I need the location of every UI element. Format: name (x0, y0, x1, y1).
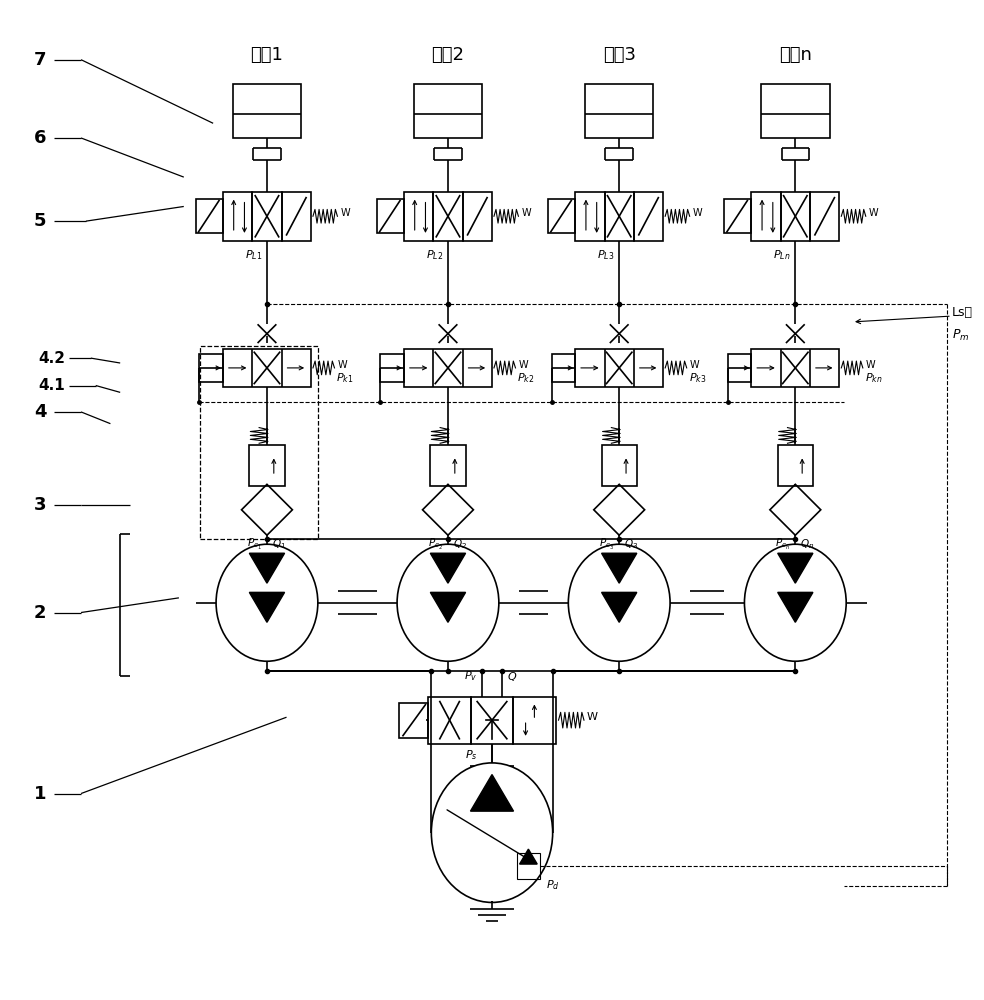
Text: $P_{kn}$: $P_{kn}$ (865, 371, 883, 385)
Bar (223, 192, 252, 241)
Polygon shape (430, 553, 465, 583)
Polygon shape (601, 553, 637, 583)
Bar (584, 84, 653, 138)
Text: W: W (693, 208, 703, 218)
Polygon shape (777, 553, 813, 583)
Text: Ls口: Ls口 (952, 306, 973, 319)
Bar (724, 199, 752, 233)
Text: 7: 7 (33, 51, 46, 69)
Text: W: W (690, 360, 700, 370)
Text: $P_{L3}$: $P_{L3}$ (597, 249, 614, 262)
Ellipse shape (569, 544, 670, 661)
Bar (470, 697, 514, 744)
Bar (462, 192, 492, 241)
Text: $Q_1$: $Q_1$ (272, 537, 286, 551)
Ellipse shape (398, 544, 499, 661)
Bar (761, 84, 830, 138)
Text: 支路n: 支路n (779, 46, 812, 64)
Text: W: W (519, 360, 528, 370)
Text: $P_{c_n}$: $P_{c_n}$ (775, 537, 790, 552)
Text: $P_{k2}$: $P_{k2}$ (518, 371, 534, 385)
Text: W: W (586, 712, 598, 722)
Text: $P_{k1}$: $P_{k1}$ (337, 371, 354, 385)
Bar (433, 192, 462, 241)
Bar (381, 354, 404, 382)
Text: $P_{k3}$: $P_{k3}$ (689, 371, 707, 385)
Bar (810, 192, 839, 241)
Text: 1: 1 (33, 785, 46, 803)
Bar (430, 445, 465, 486)
Bar (413, 84, 482, 138)
Bar (576, 349, 663, 387)
Text: W: W (340, 208, 350, 218)
Polygon shape (430, 592, 465, 622)
Bar (232, 84, 301, 138)
Bar (634, 192, 663, 241)
Text: $Q_n$: $Q_n$ (800, 537, 815, 551)
Bar (196, 199, 223, 233)
Polygon shape (520, 849, 537, 864)
Text: $P_d$: $P_d$ (546, 878, 560, 892)
Bar (404, 349, 492, 387)
Text: $P_{c_3}$: $P_{c_3}$ (599, 537, 614, 552)
Bar (548, 199, 576, 233)
Text: W: W (869, 208, 879, 218)
Text: 4: 4 (33, 403, 46, 421)
Text: 支路2: 支路2 (431, 46, 464, 64)
Bar (552, 354, 576, 382)
Text: 支路1: 支路1 (251, 46, 283, 64)
Text: 2: 2 (33, 604, 46, 622)
Text: $Q_2$: $Q_2$ (453, 537, 466, 551)
Bar (249, 445, 284, 486)
Polygon shape (470, 775, 514, 811)
Text: $P_{c_2}$: $P_{c_2}$ (428, 537, 443, 552)
Bar (604, 192, 634, 241)
Polygon shape (777, 592, 813, 622)
Text: $P_{L1}$: $P_{L1}$ (245, 249, 262, 262)
Bar (728, 354, 752, 382)
Bar (514, 697, 556, 744)
Polygon shape (601, 592, 637, 622)
Bar (281, 192, 311, 241)
Polygon shape (249, 592, 284, 622)
Text: W: W (866, 360, 876, 370)
Bar (404, 192, 433, 241)
Text: 3: 3 (33, 496, 46, 514)
Ellipse shape (431, 763, 553, 902)
Text: $Q_3$: $Q_3$ (624, 537, 639, 551)
Text: 支路3: 支路3 (602, 46, 636, 64)
Text: $P_{L2}$: $P_{L2}$ (426, 249, 443, 262)
Bar (780, 192, 810, 241)
Text: 4.2: 4.2 (38, 351, 65, 366)
Bar (601, 445, 637, 486)
Ellipse shape (216, 544, 318, 661)
Text: $P_v$: $P_v$ (463, 669, 477, 683)
Text: $P_s$: $P_s$ (464, 749, 477, 762)
Text: 6: 6 (33, 129, 46, 147)
Text: W: W (338, 360, 347, 370)
Text: $P_{c_1}$: $P_{c_1}$ (247, 537, 262, 552)
Text: $Q$: $Q$ (507, 670, 517, 683)
Text: W: W (522, 208, 531, 218)
Bar (200, 354, 223, 382)
Polygon shape (249, 553, 284, 583)
Ellipse shape (745, 544, 846, 661)
Bar (752, 349, 839, 387)
Bar (252, 192, 281, 241)
Text: $P_m$: $P_m$ (952, 328, 969, 343)
Bar (752, 192, 780, 241)
Bar (377, 199, 404, 233)
Text: 4.1: 4.1 (38, 378, 65, 393)
Bar (201, 346, 318, 539)
Bar (517, 853, 540, 879)
Bar (777, 445, 813, 486)
Text: 5: 5 (33, 212, 46, 230)
Bar (428, 697, 470, 744)
Bar (400, 703, 428, 738)
Bar (223, 349, 311, 387)
Text: $P_{Ln}$: $P_{Ln}$ (773, 249, 790, 262)
Bar (576, 192, 604, 241)
